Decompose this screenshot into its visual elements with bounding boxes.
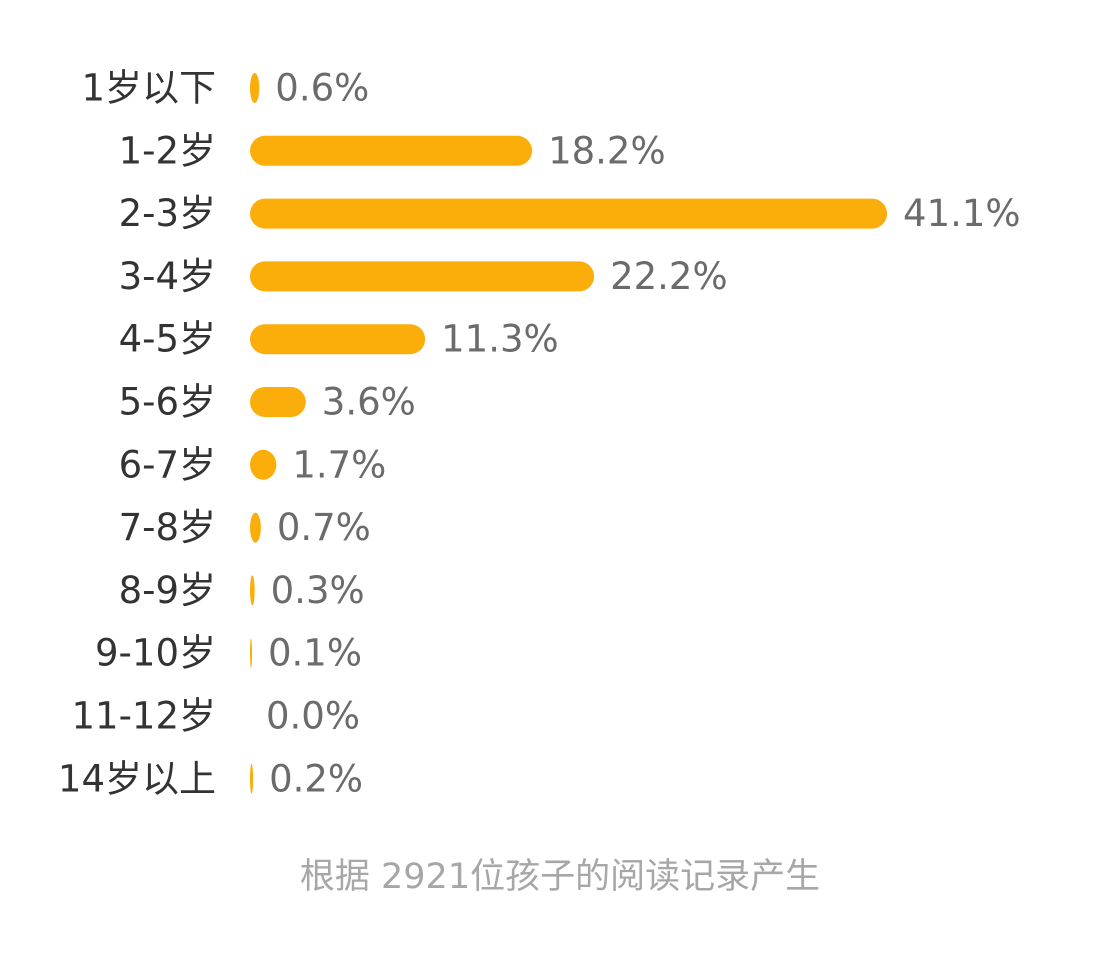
bar <box>250 198 888 229</box>
bar <box>250 135 533 166</box>
bar <box>250 387 306 417</box>
bar <box>250 261 595 292</box>
value-label: 0.2% <box>269 757 363 800</box>
value-label: 1.7% <box>292 443 386 486</box>
value-label: 41.1% <box>903 192 1021 235</box>
category-label: 8-9岁 <box>119 569 216 612</box>
bar <box>250 638 252 669</box>
bar <box>250 575 255 606</box>
category-label: 4-5岁 <box>119 318 216 361</box>
category-label: 11-12岁 <box>71 695 216 738</box>
bar <box>250 449 277 480</box>
value-label: 18.2% <box>548 129 666 172</box>
value-label: 0.6% <box>275 67 369 110</box>
bar <box>250 512 261 543</box>
category-label: 6-7岁 <box>119 443 216 486</box>
value-label: 3.6% <box>322 381 416 424</box>
category-label: 5-6岁 <box>119 381 216 424</box>
value-label: 22.2% <box>610 255 728 298</box>
value-label: 0.7% <box>277 506 371 549</box>
category-label: 3-4岁 <box>119 255 216 298</box>
category-label: 1岁以下 <box>81 67 216 110</box>
value-label: 0.0% <box>266 695 360 738</box>
value-label: 0.1% <box>268 632 362 675</box>
chart-footnote: 根据 2921位孩子的阅读记录产生 <box>299 857 821 897</box>
bar <box>250 324 426 355</box>
category-label: 1-2岁 <box>119 129 216 172</box>
value-label: 11.3% <box>441 318 559 361</box>
category-label: 14岁以上 <box>58 757 216 800</box>
category-label: 2-3岁 <box>119 192 216 235</box>
category-label: 9-10岁 <box>95 632 216 675</box>
value-label: 0.3% <box>271 569 365 612</box>
category-label: 7-8岁 <box>119 506 216 549</box>
bar <box>250 763 254 794</box>
bar <box>250 73 260 103</box>
